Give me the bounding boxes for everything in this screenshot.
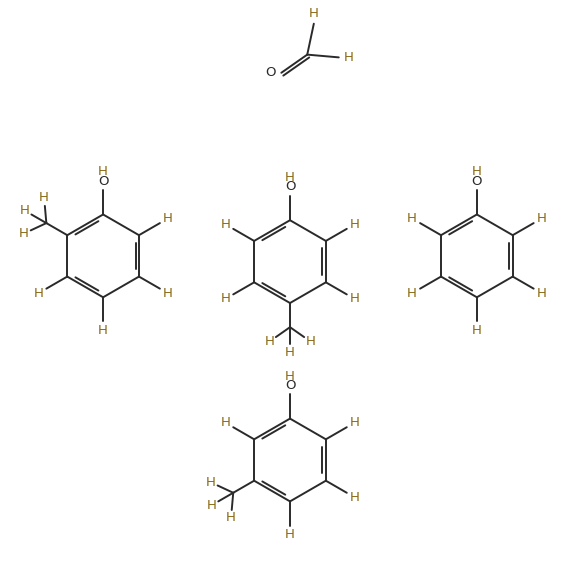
Text: H: H (264, 335, 274, 348)
Text: H: H (309, 7, 319, 20)
Text: H: H (39, 191, 49, 204)
Text: H: H (205, 476, 215, 489)
Text: O: O (98, 175, 108, 187)
Text: O: O (266, 66, 276, 79)
Text: H: H (350, 416, 360, 429)
Text: H: H (285, 370, 295, 382)
Text: H: H (350, 218, 360, 231)
Text: O: O (285, 379, 295, 392)
Text: H: H (350, 293, 360, 305)
Text: H: H (20, 204, 30, 217)
Text: H: H (34, 287, 44, 300)
Text: H: H (220, 416, 230, 429)
Text: H: H (536, 287, 546, 300)
Text: H: H (344, 51, 354, 64)
Text: H: H (472, 324, 482, 337)
Text: H: H (206, 499, 216, 512)
Text: H: H (407, 212, 417, 225)
Text: H: H (306, 335, 316, 348)
Text: H: H (407, 287, 417, 300)
Text: H: H (19, 227, 28, 240)
Text: H: H (472, 166, 482, 178)
Text: H: H (98, 166, 108, 178)
Text: H: H (163, 287, 173, 300)
Text: H: H (350, 491, 360, 504)
Text: H: H (220, 218, 230, 231)
Text: H: H (285, 171, 295, 184)
Text: H: H (285, 346, 295, 359)
Text: O: O (285, 181, 295, 193)
Text: H: H (226, 512, 236, 524)
Text: O: O (472, 175, 482, 187)
Text: H: H (98, 324, 108, 337)
Text: H: H (285, 528, 295, 541)
Text: H: H (536, 212, 546, 225)
Text: H: H (220, 293, 230, 305)
Text: H: H (163, 212, 173, 225)
